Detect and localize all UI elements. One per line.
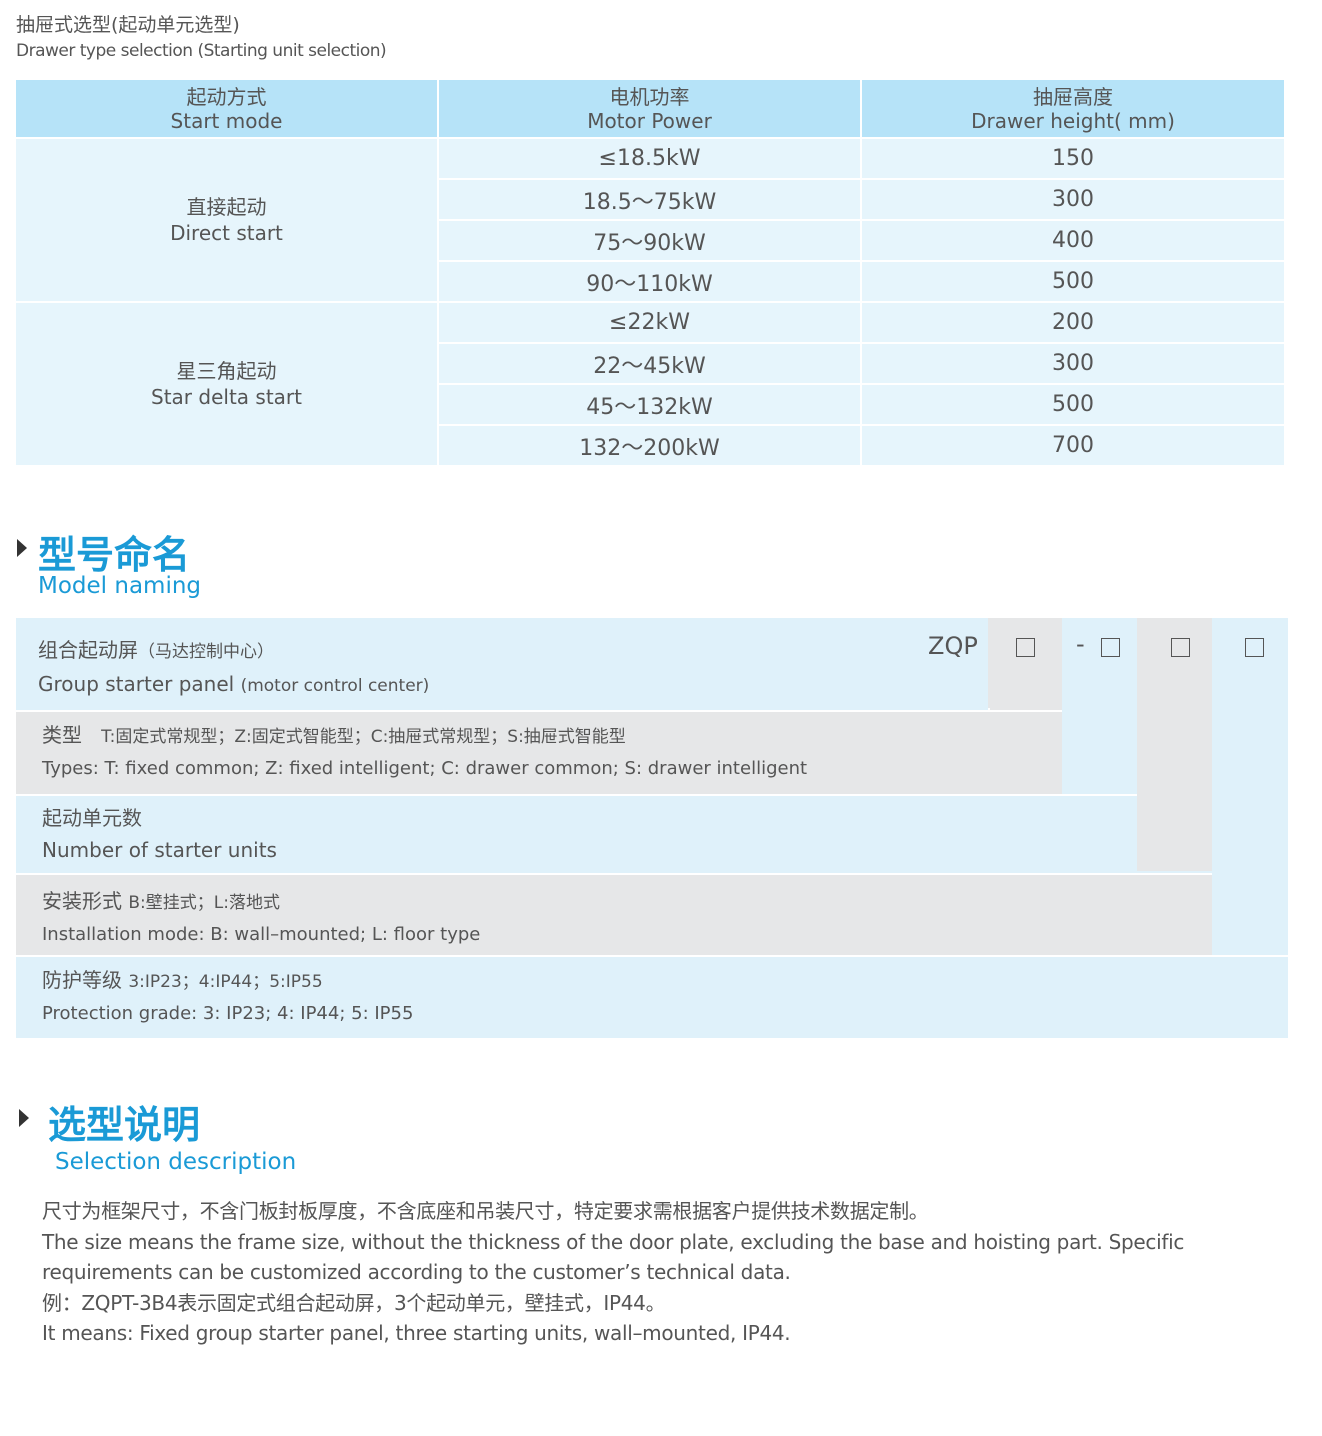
table-row: 90～110kW 500 bbox=[16, 261, 1284, 303]
naming-row-units: 起动单元数 Number of starter units bbox=[42, 806, 277, 862]
drawer-height-cell: 150 bbox=[861, 138, 1284, 180]
motor-power-cell: 18.5～75kW bbox=[438, 179, 862, 221]
naming-row-install: 安装形式 B:壁挂式；L:落地式 Installation mode: B: w… bbox=[42, 889, 481, 945]
drawer-height-cell: 200 bbox=[861, 302, 1284, 344]
drawer-height-cell: 300 bbox=[861, 179, 1284, 221]
drawer-height-cell: 400 bbox=[861, 220, 1284, 262]
drawer-height-cell: 700 bbox=[861, 425, 1284, 467]
selection-description: 尺寸为框架尺寸，不含门板封板厚度，不含底座和吊装尺寸，特定要求需根据客户提供技术… bbox=[42, 1196, 1302, 1349]
col-start-mode: 起动方式 Start mode bbox=[16, 80, 439, 139]
table-row: 星三角起动 Star delta start ≤22kW 200 bbox=[16, 302, 1284, 467]
naming-row-protection: 防护等级 3:IP23；4:IP44；5:IP55 Protection gra… bbox=[42, 968, 414, 1024]
motor-power-cell: 22～45kW bbox=[438, 343, 862, 385]
desc-line: It means: Fixed group starter panel, thr… bbox=[42, 1321, 791, 1345]
motor-power-cell: 45～132kW bbox=[438, 384, 862, 426]
start-mode-cell: 直接起动 Direct start bbox=[16, 138, 439, 303]
section-arrow-icon bbox=[17, 539, 27, 557]
table-row: 18.5～75kW 300 bbox=[16, 179, 1284, 221]
naming-row-type: 类型 T:固定式常规型；Z:固定式智能型；C:抽屉式常规型；S:抽屉式智能型 T… bbox=[42, 723, 808, 779]
code-box-type bbox=[1016, 638, 1035, 657]
code-prefix: ZQP bbox=[928, 632, 978, 660]
start-mode-cell: 星三角起动 Star delta start bbox=[16, 302, 439, 467]
code-dash: - bbox=[1076, 630, 1085, 658]
code-box-install bbox=[1171, 638, 1190, 657]
naming-title-cn: 型号命名 bbox=[38, 533, 191, 577]
naming-row-panel: 组合起动屏（马达控制中心） Group starter panel (motor… bbox=[38, 638, 430, 696]
desc-line: The size means the frame size, without t… bbox=[42, 1229, 1185, 1285]
selection-title-cn: 选型说明 bbox=[48, 1103, 201, 1147]
table-row: 132～200kW 700 bbox=[16, 425, 1284, 467]
section-arrow-icon bbox=[19, 1109, 29, 1127]
section-title-cn: 抽屉式选型(起动单元选型) bbox=[16, 14, 240, 36]
table-row: 45～132kW 500 bbox=[16, 384, 1284, 426]
selection-title-en: Selection description bbox=[55, 1149, 297, 1175]
table-row: 22～45kW 300 bbox=[16, 343, 1284, 385]
motor-power-cell: 90～110kW bbox=[438, 261, 862, 303]
drawer-height-cell: 300 bbox=[861, 343, 1284, 385]
desc-line: 尺寸为框架尺寸，不含门板封板厚度，不含底座和吊装尺寸，特定要求需根据客户提供技术… bbox=[42, 1199, 929, 1223]
drawer-selection-table: 起动方式 Start mode 电机功率 Motor Power 抽屉高度 Drawe… bbox=[16, 80, 1284, 467]
motor-power-cell: 75～90kW bbox=[438, 220, 862, 262]
drawer-height-cell: 500 bbox=[861, 261, 1284, 303]
code-box-protection bbox=[1245, 638, 1264, 657]
table-row: 75～90kW 400 bbox=[16, 220, 1284, 262]
motor-power-cell: ≤22kW bbox=[438, 302, 862, 344]
desc-line: 例：ZQPT-3B4表示固定式组合起动屏，3个起动单元，壁挂式，IP44。 bbox=[42, 1290, 666, 1315]
section-title-en: Drawer type selection (Starting unit sel… bbox=[16, 41, 387, 61]
naming-title-en: Model naming bbox=[38, 573, 202, 599]
drawer-height-cell: 500 bbox=[861, 384, 1284, 426]
col-drawer-height: 抽屉高度 Drawer height( mm) bbox=[861, 80, 1284, 139]
col-motor-power: 电机功率 Motor Power bbox=[438, 80, 862, 139]
motor-power-cell: ≤18.5kW bbox=[438, 138, 862, 180]
motor-power-cell: 132～200kW bbox=[438, 425, 862, 467]
code-box-units bbox=[1101, 638, 1120, 657]
table-row: 直接起动 Direct start ≤18.5kW 150 bbox=[16, 138, 1284, 303]
